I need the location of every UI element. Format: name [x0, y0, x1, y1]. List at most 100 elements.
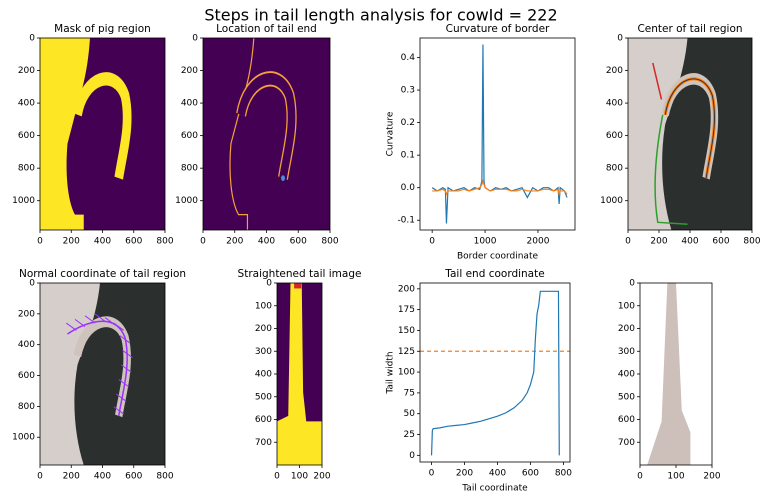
figure-title: Steps in tail length analysis for cowId …: [204, 6, 557, 25]
x-axis-label: Border coordinate: [457, 252, 538, 262]
y-tick-label: 400: [255, 370, 272, 380]
tail-tip: [294, 283, 302, 289]
x-tick-label: 2000: [527, 237, 550, 247]
x-tick-label: 800: [156, 237, 173, 247]
x-tick-label: 200: [63, 472, 80, 482]
y-tick-label: 500: [618, 392, 635, 402]
subplot-title: Straightened tail image: [238, 268, 362, 280]
image: [277, 283, 322, 465]
y-tick-label: 0.3: [401, 86, 415, 96]
y-tick-label: 1000: [175, 196, 198, 206]
plot-area: [420, 283, 570, 462]
x-tick-label: 0: [637, 472, 643, 482]
y-tick-label: 200: [618, 324, 635, 334]
y-tick-label: 700: [618, 438, 635, 448]
normal-tick: [121, 365, 131, 372]
x-tick-label: 0: [429, 237, 435, 247]
image: [203, 38, 330, 230]
x-tick-label: 100: [291, 472, 308, 482]
y-tick-label: 500: [255, 392, 272, 402]
y-tick-label: 0: [29, 34, 35, 44]
y-tick-label: 1000: [600, 196, 623, 206]
x-tick-label: 400: [681, 237, 698, 247]
y-tick-label: 800: [181, 164, 198, 174]
tail-center-inner: [665, 79, 714, 178]
y-tick-label: 400: [18, 340, 35, 350]
subplot-title: Mask of pig region: [54, 23, 151, 35]
y-tick-label: 200: [18, 66, 35, 76]
x-tick-label: 800: [156, 472, 173, 482]
y-tick-label: 100: [398, 368, 415, 378]
y-tick-label: 200: [18, 309, 35, 319]
y-tick-label: 200: [398, 284, 415, 294]
border: [230, 38, 254, 230]
tail-inner: [237, 73, 296, 180]
x-axis-label: Tail coordinate: [461, 484, 528, 494]
y-tick-label: 0: [266, 279, 272, 289]
x-tick-label: 200: [650, 237, 667, 247]
y-tick-label: 800: [606, 164, 623, 174]
y-tick-label: 100: [255, 301, 272, 311]
y-tick-label: 400: [181, 99, 198, 109]
y-tick-label: 600: [606, 131, 623, 141]
x-tick-label: 600: [125, 472, 142, 482]
y-tick-label: 0: [192, 34, 198, 44]
x-tick-label: 0: [37, 237, 43, 247]
x-tick-label: 400: [258, 237, 275, 247]
x-tick-label: 0: [429, 469, 435, 479]
y-tick-label: 400: [606, 99, 623, 109]
y-axis-label: Curvature: [386, 111, 396, 156]
image: [640, 283, 712, 465]
y-tick-label: 600: [618, 415, 635, 425]
x-tick-label: 0: [274, 472, 280, 482]
image-bg: [203, 38, 330, 230]
y-tick-label: 200: [181, 66, 198, 76]
y-tick-label: 175: [398, 305, 415, 315]
axes-frame: [419, 282, 571, 463]
normal-tick: [114, 323, 124, 330]
y-tick-label: 1000: [12, 196, 35, 206]
image: [628, 38, 752, 230]
y-tick-label: 100: [618, 301, 635, 311]
y-tick-label: 0.4: [401, 53, 416, 63]
x-tick-label: 200: [313, 472, 330, 482]
y-tick-label: -0.1: [397, 216, 415, 226]
y-tick-label: 600: [18, 371, 35, 381]
red-line: [653, 63, 662, 99]
y-tick-label: 0: [617, 34, 623, 44]
x-tick-label: 1000: [474, 237, 497, 247]
y-tick-label: 0.2: [401, 118, 415, 128]
green-line: [655, 115, 687, 224]
y-tick-label: 0.0: [401, 183, 416, 193]
y-tick-label: 50: [404, 409, 416, 419]
tail-strip: [277, 283, 322, 465]
line: [432, 179, 568, 197]
tail-end: [281, 175, 285, 182]
normal-tick: [105, 318, 115, 325]
subplot-title: Center of tail region: [637, 23, 742, 35]
subplot-title: Normal coordinate of tail region: [19, 268, 186, 280]
mask-tail: [73, 72, 132, 180]
y-tick-label: 150: [398, 326, 415, 336]
y-tick-label: 0: [629, 279, 635, 289]
normal-tick: [95, 314, 105, 321]
subplot-title: Location of tail end: [216, 23, 317, 35]
y-axis-label: Tail width: [386, 351, 396, 394]
plot-area: [420, 38, 575, 230]
normal-tick: [116, 394, 126, 401]
normal-tick: [120, 336, 130, 343]
tail-center: [68, 321, 128, 416]
x-tick-label: 400: [94, 472, 111, 482]
axes-frame: [419, 37, 576, 231]
x-tick-label: 0: [625, 237, 631, 247]
y-tick-label: 125: [398, 347, 415, 357]
y-tick-label: 300: [255, 347, 272, 357]
tail-strip: [647, 283, 691, 465]
y-tick-label: 400: [18, 99, 35, 109]
x-tick-label: 200: [456, 469, 473, 479]
normal-tick: [85, 316, 95, 323]
x-tick-label: 0: [200, 237, 206, 247]
x-tick-label: 800: [743, 237, 760, 247]
y-tick-label: 800: [18, 402, 35, 412]
